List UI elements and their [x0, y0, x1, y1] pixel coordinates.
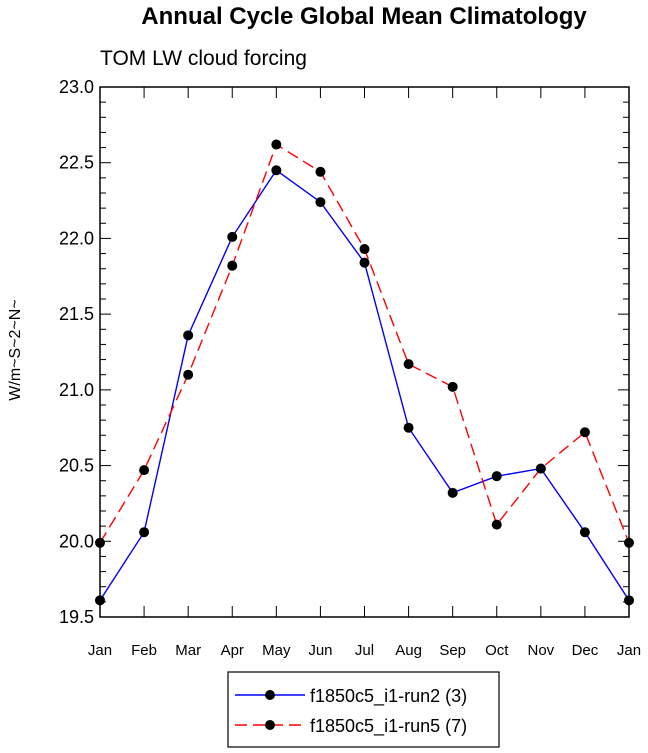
x-tick-label: Aug	[395, 642, 422, 659]
data-point	[579, 527, 590, 538]
data-point	[183, 369, 194, 380]
x-tick-label: Feb	[131, 642, 157, 659]
y-tick-label: 23.0	[59, 77, 94, 97]
legend-box	[227, 671, 500, 748]
y-axis-label: W/m~S~2~N~	[7, 299, 24, 400]
legend: f1850c5_i1-run2 (3) f1850c5_i1-run5 (7)	[227, 671, 500, 748]
data-point	[447, 381, 458, 392]
y-tick-label: 20.0	[59, 531, 94, 551]
legend-label: f1850c5_i1-run5 (7)	[310, 716, 467, 737]
series-layer	[95, 139, 634, 606]
legend-entries: f1850c5_i1-run2 (3) f1850c5_i1-run5 (7)	[235, 686, 467, 737]
data-point	[447, 487, 458, 498]
x-tick-label: Jun	[308, 642, 332, 659]
data-point	[359, 244, 370, 255]
x-tick-label: Dec	[572, 642, 599, 659]
legend-marker	[265, 690, 275, 700]
data-point	[315, 166, 326, 177]
data-point	[227, 260, 238, 271]
plot-frame	[99, 86, 630, 618]
x-tick-label: Sep	[439, 642, 466, 659]
y-tick-label: 22.5	[59, 153, 94, 173]
x-tick-label: Jan	[88, 642, 112, 659]
chart-title: Annual Cycle Global Mean Climatology	[141, 3, 587, 30]
data-point	[491, 471, 502, 482]
chart-subtitle: TOM LW cloud forcing	[100, 47, 307, 70]
x-tick-label: Apr	[221, 642, 244, 659]
x-tick-label: Oct	[485, 642, 509, 659]
data-point	[535, 463, 546, 474]
legend-label: f1850c5_i1-run2 (3)	[310, 686, 467, 707]
data-point	[183, 330, 194, 341]
x-tick-label: Nov	[527, 642, 554, 659]
x-tick-labels: Jan Feb Mar Apr May Jun Jul Aug Sep Oct Nov Dec Jan	[88, 642, 641, 659]
x-tick-label: Mar	[175, 642, 201, 659]
y-tick-label: 22.0	[59, 228, 94, 248]
data-point	[139, 527, 150, 538]
data-point	[491, 519, 502, 530]
series-line	[99, 169, 630, 601]
x-tick-label: May	[262, 642, 291, 659]
data-point	[271, 139, 282, 150]
y-tick-labels: 19.5 20.0 20.5 21.0 21.5 22.0 22.5 23.0	[59, 77, 94, 627]
data-point	[403, 422, 414, 433]
x-tick-label: Jul	[355, 642, 374, 659]
data-point	[227, 231, 238, 242]
series-line	[99, 143, 630, 544]
data-point	[359, 257, 370, 268]
legend-marker	[265, 720, 275, 730]
data-point	[139, 465, 150, 476]
y-tick-label: 21.5	[59, 304, 94, 324]
y-tick-label: 20.5	[59, 456, 94, 476]
axis-ticks	[99, 86, 630, 618]
data-point	[579, 427, 590, 438]
x-tick-label: Jan	[617, 642, 641, 659]
y-tick-label: 19.5	[59, 607, 94, 627]
data-point	[271, 165, 282, 176]
y-tick-label: 21.0	[59, 380, 94, 400]
data-point	[315, 197, 326, 208]
data-point	[403, 359, 414, 370]
